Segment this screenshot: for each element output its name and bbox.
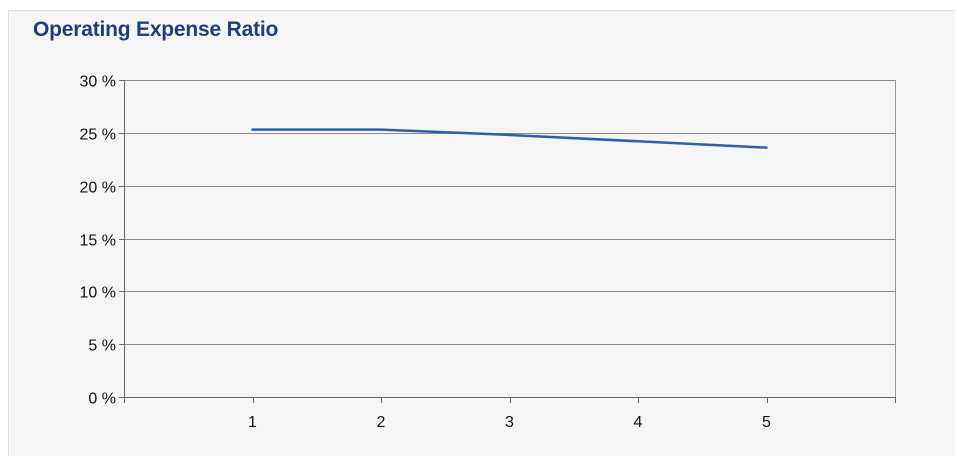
x-tick-labels: 1 2 3 4 5	[248, 414, 771, 431]
y-tick-label: 30 %	[80, 74, 116, 91]
x-tick-label: 4	[634, 414, 643, 431]
y-tick-label: 25 %	[80, 127, 116, 144]
series-layer	[251, 128, 768, 149]
y-tick-label: 5 %	[88, 338, 116, 355]
axes	[119, 80, 896, 403]
y-tick-label: 0 %	[88, 391, 116, 408]
x-tick-label: 3	[505, 414, 514, 431]
gridlines	[124, 80, 895, 345]
y-tick-label: 10 %	[80, 285, 116, 302]
y-tick-label: 20 %	[80, 180, 116, 197]
y-tick-label: 15 %	[80, 233, 116, 250]
chart-title: Operating Expense Ratio	[33, 18, 279, 41]
y-tick-labels: 0 % 5 % 10 % 15 % 20 % 25 % 30 %	[80, 74, 116, 408]
chart-panel	[8, 10, 955, 456]
x-tick-label: 2	[377, 414, 386, 431]
x-tick-label: 1	[248, 414, 257, 431]
x-tick-label: 5	[762, 414, 771, 431]
series-line	[251, 128, 768, 149]
